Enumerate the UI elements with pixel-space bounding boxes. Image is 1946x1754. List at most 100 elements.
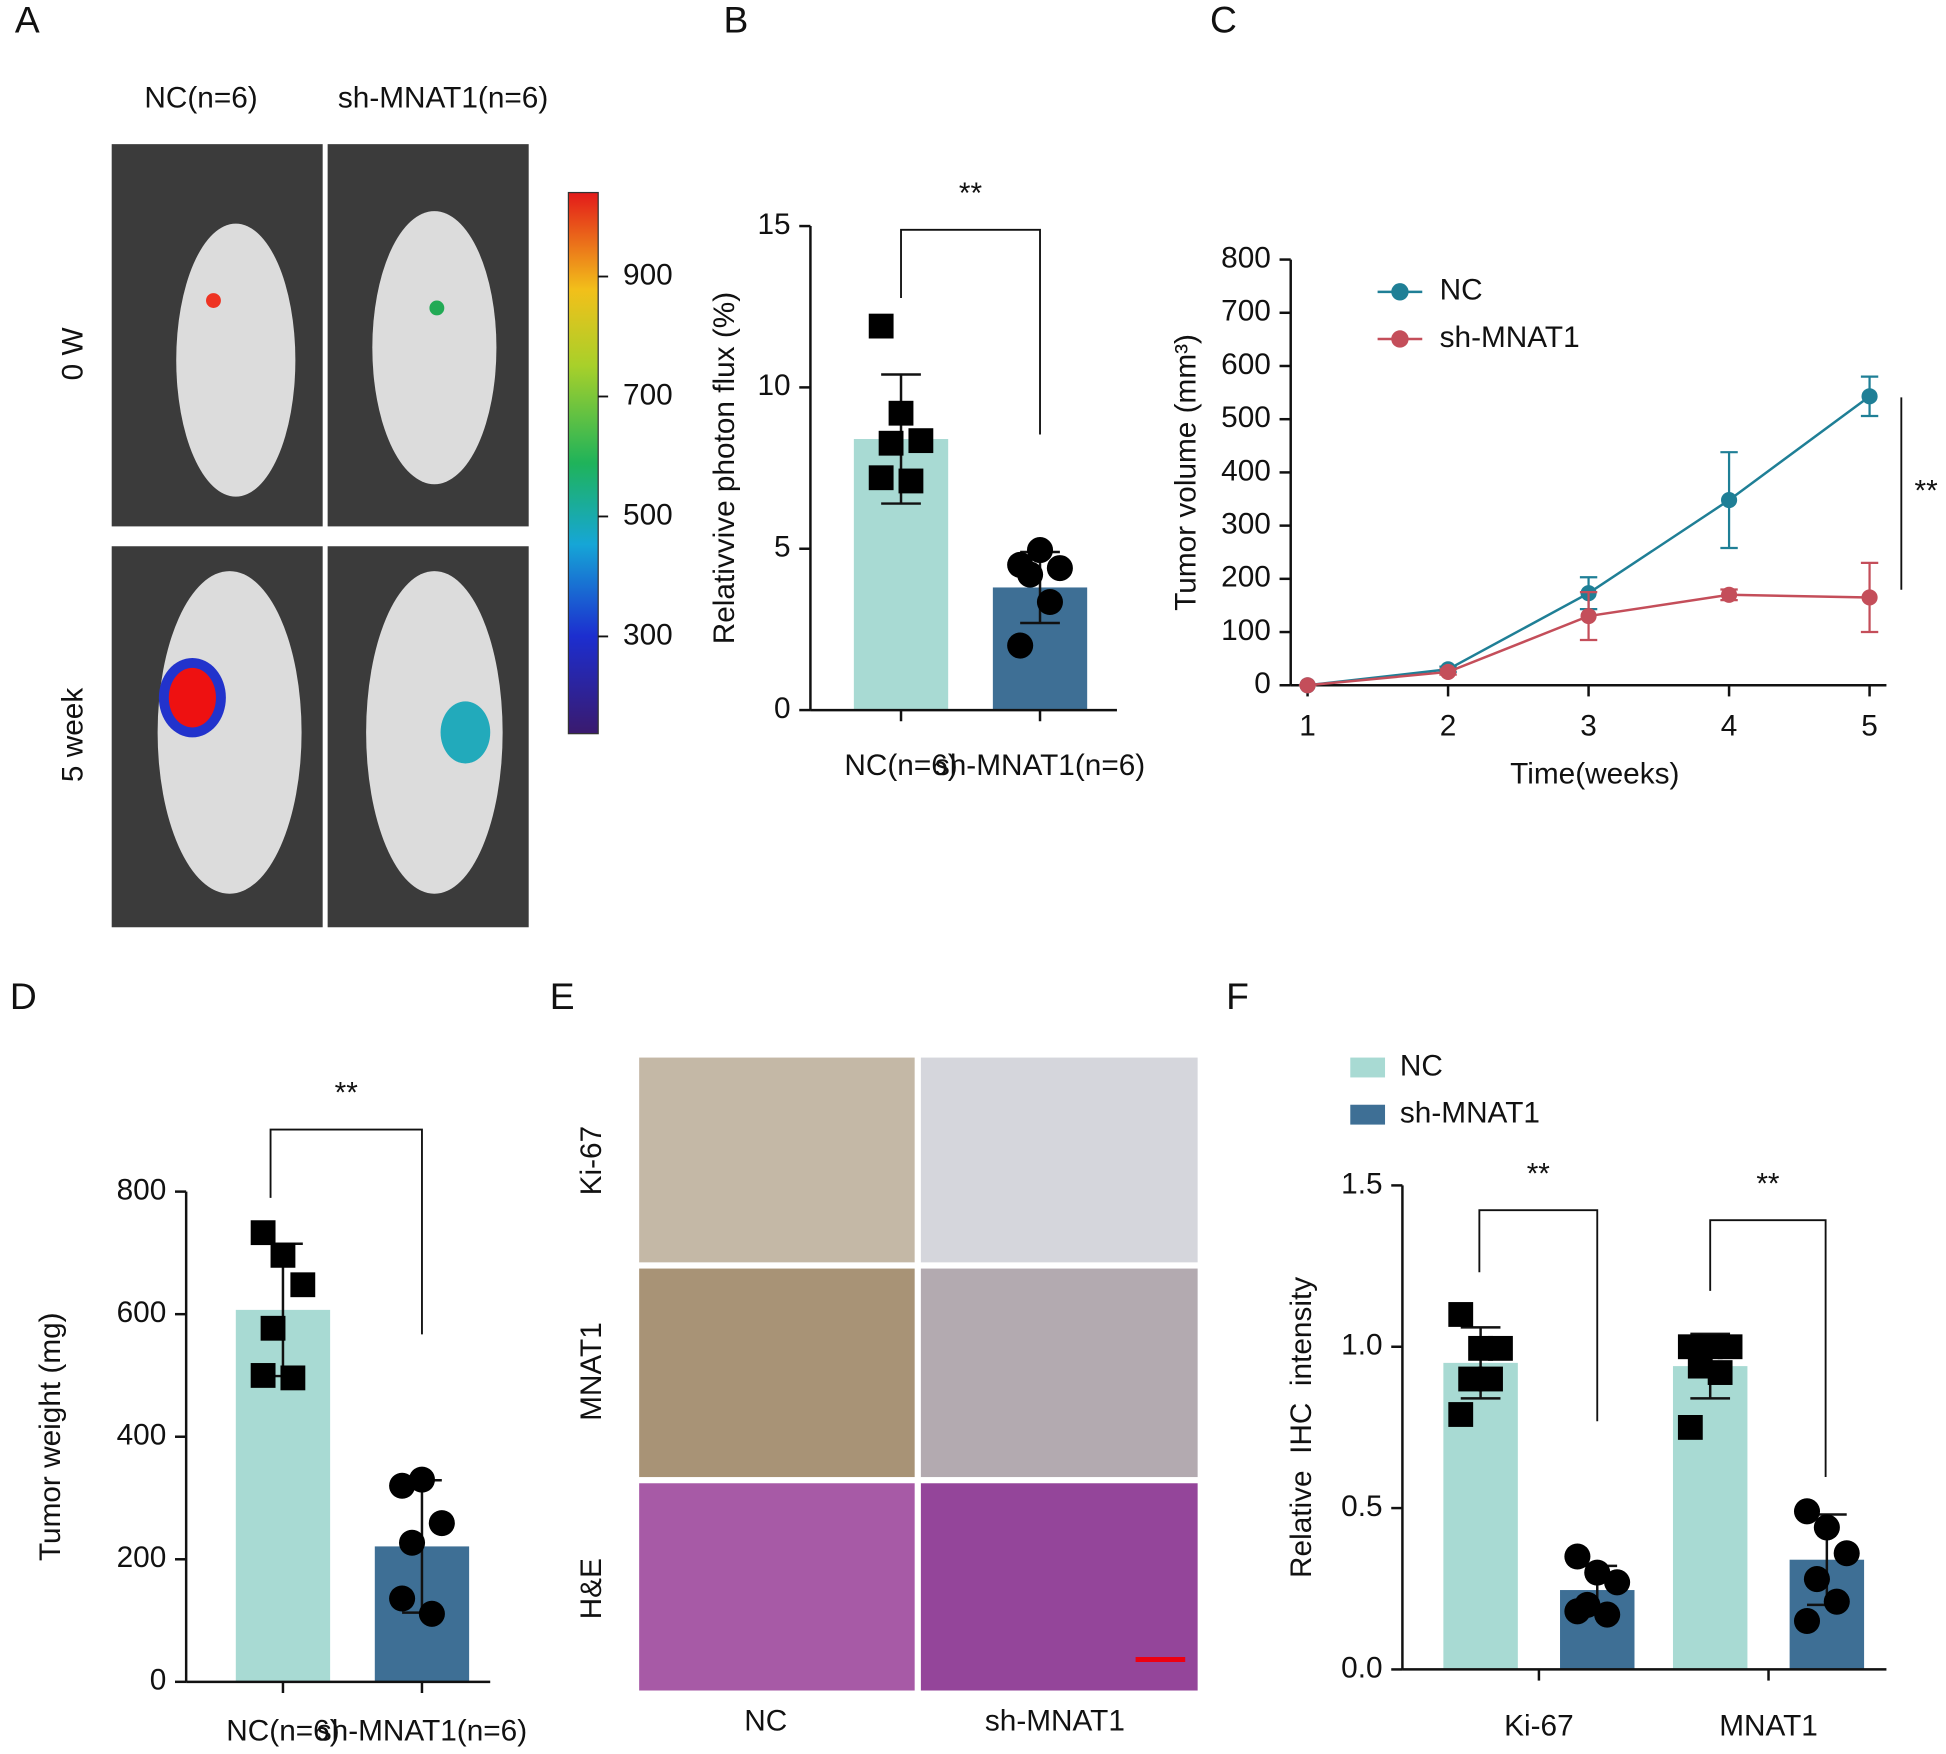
y-tick-label: 5 — [774, 531, 791, 564]
y-tick-label: 10 — [757, 369, 790, 402]
data-point — [1707, 1360, 1733, 1385]
y-axis-label: Relative IHC intensity — [1285, 1277, 1318, 1578]
data-point — [418, 1600, 445, 1627]
legend-label: NC — [1400, 1049, 1443, 1082]
data-point — [1564, 1598, 1591, 1625]
data-point — [898, 468, 924, 494]
panel-label: B — [724, 0, 749, 40]
data-point — [290, 1272, 316, 1298]
significance-bracket — [269, 1128, 423, 1335]
data-point — [1717, 1334, 1743, 1360]
data-point — [250, 1363, 276, 1388]
y-tick-label: 100 — [1221, 614, 1271, 647]
x-tick-label: sh-MNAT1(n=6) — [317, 1715, 527, 1748]
data-point — [250, 1220, 276, 1246]
data-point — [1803, 1566, 1830, 1593]
x-axis-label: Time(weeks) — [1510, 758, 1679, 791]
y-tick-label: 600 — [1221, 348, 1271, 381]
legend-marker — [1391, 330, 1409, 348]
data-point — [1594, 1601, 1621, 1628]
data-point — [1007, 632, 1034, 659]
data-point — [1440, 663, 1457, 681]
y-tick-label: 200 — [117, 1541, 167, 1574]
series-line — [1307, 395, 1871, 687]
significance-label: ** — [1527, 1157, 1551, 1190]
data-point — [399, 1529, 426, 1556]
y-axis-label: Tumor weight (mg) — [34, 1312, 67, 1561]
column-label: sh-MNAT1 — [985, 1705, 1125, 1738]
y-tick-label: 300 — [1221, 507, 1271, 540]
legend-label: sh-MNAT1 — [1440, 321, 1580, 354]
y-axis-label: Tumor volume (mm³) — [1170, 334, 1203, 611]
data-point — [1046, 555, 1073, 582]
data-point — [1478, 1366, 1503, 1392]
data-point — [1488, 1335, 1513, 1361]
y-tick-label: 700 — [1221, 295, 1271, 328]
data-point — [270, 1242, 296, 1268]
y-tick-label: 500 — [1221, 401, 1271, 434]
x-tick-label: MNAT1 — [1719, 1710, 1818, 1743]
significance-label: ** — [335, 1077, 359, 1110]
data-point — [1448, 1402, 1474, 1427]
panel-label: F — [1226, 975, 1249, 1017]
significance-label: ** — [959, 177, 983, 210]
legend-label: sh-MNAT1 — [1400, 1097, 1540, 1130]
row-label: H&E — [575, 1558, 608, 1619]
data-point — [1793, 1498, 1821, 1525]
legend-marker — [1391, 283, 1409, 301]
y-tick-label: 0 — [1254, 667, 1271, 700]
y-tick-label: 400 — [1221, 454, 1271, 487]
data-point — [908, 428, 934, 454]
y-tick-label: 800 — [117, 1173, 167, 1206]
data-point — [260, 1315, 286, 1341]
x-tick-label: NC(n=6) — [226, 1715, 339, 1748]
data-point — [878, 430, 904, 456]
y-tick-label: 200 — [1221, 561, 1271, 594]
column-label: sh-MNAT1(n=6) — [338, 81, 548, 114]
y-tick-label: 0 — [150, 1664, 167, 1697]
data-point — [428, 1510, 455, 1537]
data-point — [1036, 588, 1063, 616]
significance-label: ** — [1915, 475, 1939, 508]
legend-swatch — [1350, 1057, 1386, 1078]
colorbar-tick-label: 300 — [623, 618, 673, 651]
x-tick-label: NC(n=6) — [844, 749, 957, 782]
colorbar-tick-label: 500 — [623, 498, 673, 531]
data-point — [1861, 388, 1878, 405]
row-label: 5 week — [56, 688, 89, 782]
data-point — [1823, 1588, 1850, 1615]
panel-label: C — [1210, 0, 1237, 40]
data-point — [389, 1472, 416, 1499]
x-tick-label: 1 — [1299, 709, 1316, 742]
data-point — [408, 1466, 435, 1493]
data-point — [280, 1365, 306, 1391]
colorbar-tick-label: 700 — [623, 378, 673, 411]
y-tick-label: 0.0 — [1341, 1651, 1382, 1684]
panel-label: D — [10, 975, 37, 1017]
x-tick-label: sh-MNAT1(n=6) — [935, 749, 1145, 782]
y-tick-label: 600 — [117, 1296, 167, 1329]
y-tick-label: 800 — [1221, 241, 1271, 274]
panel-label: A — [15, 0, 40, 40]
row-label: 0 W — [56, 327, 89, 380]
colorbar-tick-label: 900 — [623, 258, 673, 291]
data-point — [868, 313, 894, 339]
data-point — [1813, 1514, 1840, 1541]
y-axis-label: Relativvive photon flux (%) — [708, 292, 741, 644]
histology-images — [639, 1057, 1198, 1691]
data-point — [1584, 1559, 1611, 1586]
legend-swatch — [1350, 1104, 1386, 1125]
y-tick-label: 400 — [117, 1419, 167, 1452]
significance-bracket — [900, 228, 1041, 435]
column-label: NC(n=6) — [144, 81, 257, 114]
legend-label: NC — [1440, 274, 1483, 307]
x-tick-label: 3 — [1580, 709, 1597, 742]
x-tick-label: Ki-67 — [1504, 1710, 1574, 1743]
x-tick-label: 5 — [1861, 709, 1878, 742]
data-point — [1026, 536, 1054, 564]
significance-label: ** — [1756, 1167, 1780, 1200]
y-tick-label: 1.0 — [1341, 1329, 1382, 1362]
data-point — [1721, 586, 1738, 603]
data-point — [868, 465, 894, 491]
